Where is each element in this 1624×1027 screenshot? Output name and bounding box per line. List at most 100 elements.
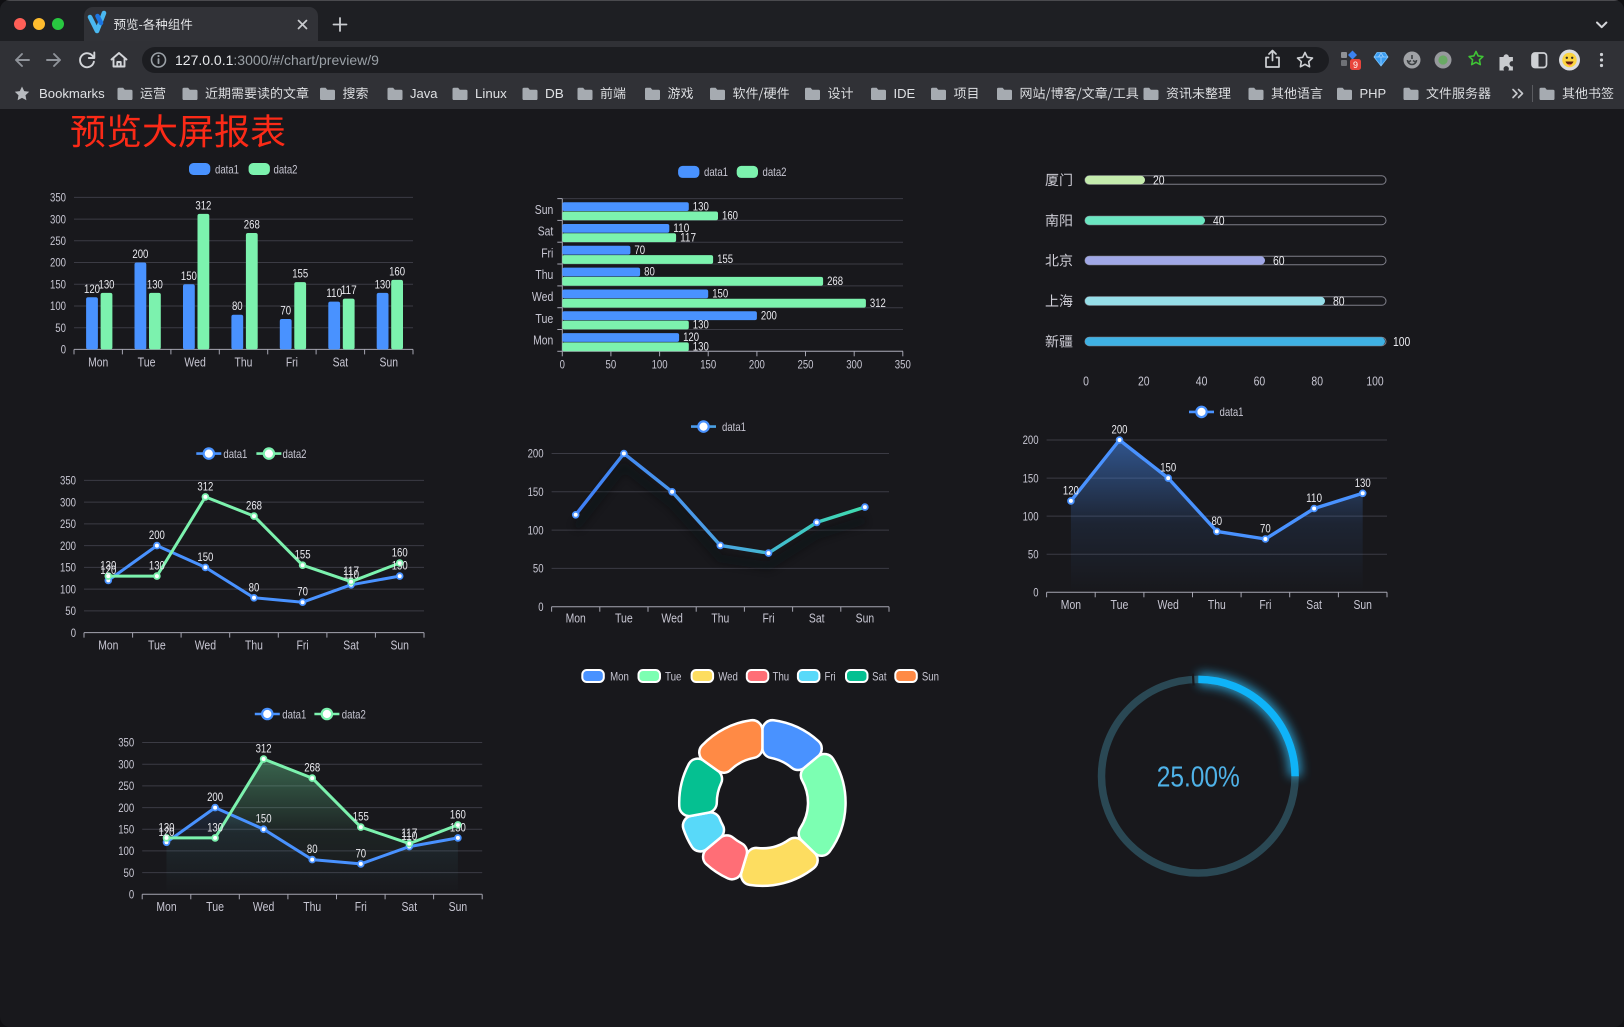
svg-text:Sat: Sat — [538, 224, 554, 239]
svg-text:117: 117 — [680, 230, 696, 244]
svg-text:120: 120 — [683, 330, 699, 344]
svg-text:40: 40 — [1196, 374, 1208, 389]
svg-text:Wed: Wed — [184, 355, 205, 370]
svg-text:120: 120 — [159, 825, 175, 839]
svg-text:160: 160 — [450, 807, 466, 821]
svg-text:130: 130 — [392, 559, 408, 573]
svg-text:110: 110 — [343, 567, 359, 581]
svg-text:120: 120 — [100, 563, 116, 577]
svg-text:70: 70 — [355, 846, 366, 860]
svg-text:Sun: Sun — [449, 899, 468, 914]
svg-text:250: 250 — [60, 517, 76, 531]
svg-text:70: 70 — [297, 585, 308, 599]
svg-text:130: 130 — [147, 277, 163, 291]
svg-text:160: 160 — [392, 546, 408, 560]
svg-text:Mon: Mon — [566, 611, 586, 626]
svg-text:312: 312 — [197, 479, 213, 493]
svg-text:Thu: Thu — [303, 899, 321, 914]
svg-text:Fri: Fri — [297, 638, 309, 653]
svg-text:50: 50 — [65, 604, 76, 618]
svg-text:0: 0 — [1083, 374, 1089, 389]
svg-text:Sat: Sat — [402, 899, 418, 914]
svg-text:Tue: Tue — [206, 899, 224, 914]
svg-text:Fri: Fri — [762, 611, 774, 626]
svg-text:60: 60 — [1273, 253, 1285, 268]
svg-text:150: 150 — [181, 269, 197, 283]
svg-text:0: 0 — [538, 600, 544, 614]
svg-text:50: 50 — [55, 321, 66, 335]
svg-text:312: 312 — [195, 198, 211, 212]
svg-text:Sun: Sun — [1353, 597, 1372, 612]
svg-text:80: 80 — [1333, 294, 1345, 309]
svg-text:60: 60 — [1254, 374, 1266, 389]
svg-text:Sun: Sun — [535, 202, 554, 217]
svg-text:Sat: Sat — [333, 355, 349, 370]
svg-text:80: 80 — [232, 299, 243, 313]
svg-text:268: 268 — [244, 218, 260, 232]
svg-text:Mon: Mon — [610, 670, 629, 684]
svg-text:350: 350 — [50, 191, 66, 205]
svg-text:Thu: Thu — [1208, 597, 1226, 612]
svg-text:Mon: Mon — [533, 333, 553, 348]
svg-text:117: 117 — [343, 564, 359, 578]
svg-text:150: 150 — [60, 561, 76, 575]
svg-text:50: 50 — [533, 562, 544, 576]
svg-text:Wed: Wed — [661, 611, 682, 626]
svg-text:160: 160 — [722, 209, 738, 223]
svg-text:300: 300 — [118, 757, 134, 771]
svg-text:Fri: Fri — [286, 355, 298, 370]
svg-text:155: 155 — [353, 810, 369, 824]
svg-text:Thu: Thu — [535, 267, 553, 282]
svg-text:0: 0 — [61, 343, 67, 357]
svg-text:200: 200 — [528, 447, 544, 461]
svg-text:0: 0 — [1033, 586, 1039, 600]
svg-text:312: 312 — [870, 296, 886, 310]
svg-text:250: 250 — [50, 234, 66, 248]
svg-text:300: 300 — [50, 212, 66, 226]
svg-text:Tue: Tue — [148, 638, 166, 653]
svg-text:data2: data2 — [342, 707, 366, 721]
svg-text:Sun: Sun — [856, 611, 875, 626]
svg-text:data2: data2 — [763, 165, 787, 179]
svg-text:80: 80 — [1311, 374, 1323, 389]
svg-text:150: 150 — [197, 550, 213, 564]
svg-text:100: 100 — [652, 358, 668, 372]
svg-text:130: 130 — [149, 559, 165, 573]
svg-text:Sun: Sun — [390, 638, 409, 653]
svg-text:200: 200 — [149, 528, 165, 542]
svg-text:120: 120 — [84, 282, 100, 296]
svg-text:0: 0 — [560, 358, 566, 372]
svg-text:350: 350 — [895, 358, 911, 372]
svg-text:80: 80 — [1211, 514, 1222, 528]
svg-text:Fri: Fri — [355, 899, 367, 914]
svg-text:Fri: Fri — [825, 670, 836, 684]
svg-text:130: 130 — [99, 277, 115, 291]
svg-text:110: 110 — [326, 286, 342, 300]
svg-text:DB: DB — [545, 86, 564, 101]
svg-text:70: 70 — [634, 243, 645, 257]
svg-text:Thu: Thu — [235, 355, 253, 370]
svg-text:Sat: Sat — [1306, 597, 1322, 612]
svg-text:Sun: Sun — [380, 355, 399, 370]
svg-text:110: 110 — [673, 221, 689, 235]
svg-text:Tue: Tue — [138, 355, 156, 370]
svg-text:Fri: Fri — [1259, 597, 1271, 612]
svg-text:150: 150 — [1160, 461, 1176, 475]
svg-text:200: 200 — [60, 539, 76, 553]
svg-text:Tue: Tue — [1111, 597, 1129, 612]
svg-text:50: 50 — [124, 866, 135, 880]
svg-text:130: 130 — [693, 199, 709, 213]
svg-text:127.0.0.1:3000/#/chart/preview: 127.0.0.1:3000/#/chart/preview/9 — [175, 52, 379, 68]
svg-text:130: 130 — [207, 820, 223, 834]
svg-text:Tue: Tue — [665, 670, 682, 684]
svg-text:350: 350 — [118, 736, 134, 750]
svg-text:80: 80 — [307, 842, 318, 856]
svg-text:100: 100 — [1366, 374, 1383, 389]
svg-text:Sat: Sat — [872, 670, 887, 684]
svg-text:Java: Java — [410, 86, 438, 101]
svg-text:Sun: Sun — [922, 670, 939, 684]
svg-text:0: 0 — [71, 626, 77, 640]
svg-text:Mon: Mon — [1061, 597, 1081, 612]
svg-text:150: 150 — [50, 278, 66, 292]
svg-text:130: 130 — [100, 559, 116, 573]
